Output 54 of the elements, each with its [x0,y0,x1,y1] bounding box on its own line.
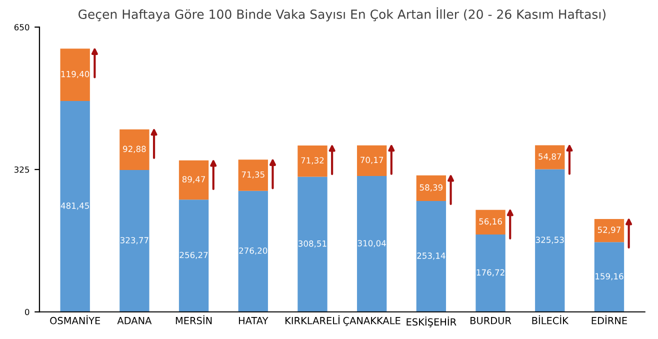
x-tick-label: HATAY [238,317,268,324]
bar [120,129,150,170]
data-label: 159,16 [596,273,624,280]
bar [120,170,150,312]
x-tick-label: BİLECİK [532,315,569,324]
data-label: 119,40 [61,70,90,78]
data-label: 481,45 [60,202,89,210]
bar [476,210,506,234]
y-tick-label: 650 [14,24,30,30]
bar [298,145,328,177]
bar [238,160,268,191]
data-label: 308,51 [298,240,326,248]
bar [476,234,506,312]
y-tick-label: 325 [14,166,30,173]
data-label: 92,88 [123,146,146,153]
bar [238,190,268,312]
data-label: 70,17 [360,156,384,164]
bar [416,175,446,201]
bar [298,176,328,312]
x-tick-label: EDİRNE [592,315,627,324]
chart-title: Geçen Haftaya Göre 100 Binde Vaka Sayısı En Çok Artan İller (20 - 26 Kasım Haftası) [78,7,606,22]
bar [178,200,209,312]
bar [60,100,90,312]
data-label: 71,32 [301,157,324,164]
bar [535,145,565,170]
bar [594,218,624,242]
y-tick-label: 0 [25,308,30,316]
bar [356,145,387,176]
data-label: 71,35 [242,171,264,179]
bar [356,176,387,312]
data-label: 54,87 [538,153,562,161]
data-label: 56,16 [479,218,502,226]
bar [416,200,446,312]
data-label: 310,04 [358,240,386,248]
bar [178,160,209,200]
data-label: 323,77 [120,237,148,244]
bar [60,48,90,101]
x-tick-label: KIRKLARELİ [286,315,340,324]
x-tick-label: ÇANAKKALE [343,316,400,326]
data-label: 325,53 [536,236,564,244]
x-tick-label: MERSİN [176,315,212,324]
data-label: 58,39 [420,184,443,192]
data-label: 256,27 [180,252,208,260]
x-tick-label: BURDUR [470,317,512,324]
data-label: 276,20 [239,247,268,255]
x-tick-label: ESKİŞEHİR [406,316,456,328]
data-label: 89,47 [182,176,206,184]
data-label: 176,72 [476,269,504,276]
data-label: 253,14 [417,252,446,260]
data-label: 52,97 [598,226,620,234]
bar [594,242,624,312]
x-tick-label: ADANA [117,317,152,324]
bar [535,169,565,312]
x-tick-label: OSMANİYE [50,315,100,324]
